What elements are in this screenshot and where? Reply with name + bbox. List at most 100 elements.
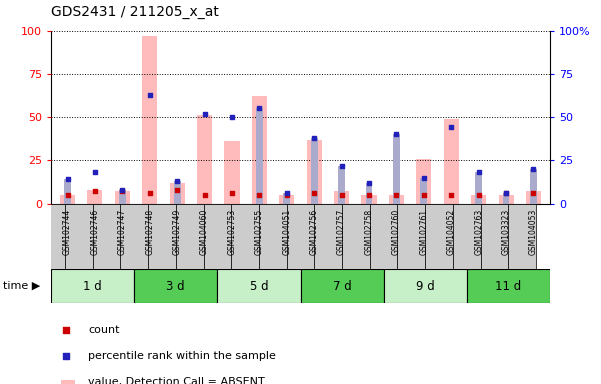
- Text: percentile rank within the sample: percentile rank within the sample: [88, 351, 276, 361]
- Bar: [342, 204, 370, 269]
- Point: [474, 169, 483, 175]
- Bar: [174, 181, 180, 204]
- Text: GSM102747: GSM102747: [118, 209, 127, 255]
- Bar: [307, 140, 322, 204]
- Point: [61, 327, 70, 333]
- Bar: [300, 269, 383, 303]
- Point: [282, 190, 291, 196]
- Text: GSM102756: GSM102756: [310, 209, 319, 255]
- Point: [227, 190, 237, 196]
- Bar: [444, 119, 459, 204]
- Point: [419, 174, 429, 181]
- Bar: [256, 109, 263, 204]
- Bar: [169, 183, 185, 204]
- Bar: [397, 204, 426, 269]
- Bar: [37, 204, 65, 269]
- Bar: [119, 190, 126, 204]
- Text: 11 d: 11 d: [495, 280, 522, 293]
- Text: 9 d: 9 d: [416, 280, 435, 293]
- Bar: [314, 204, 342, 269]
- Bar: [284, 193, 290, 204]
- Point: [310, 135, 319, 141]
- Bar: [338, 166, 345, 204]
- Bar: [120, 204, 148, 269]
- Text: GDS2431 / 211205_x_at: GDS2431 / 211205_x_at: [51, 5, 219, 19]
- Bar: [365, 183, 373, 204]
- Bar: [421, 177, 427, 204]
- Point: [61, 353, 70, 359]
- Bar: [334, 192, 349, 204]
- Bar: [393, 134, 400, 204]
- Point: [501, 190, 511, 196]
- Point: [145, 190, 154, 196]
- Point: [529, 166, 538, 172]
- Text: GSM102749: GSM102749: [172, 209, 182, 255]
- Point: [200, 192, 209, 198]
- Text: GSM102758: GSM102758: [365, 209, 373, 255]
- Text: GSM102760: GSM102760: [392, 209, 401, 255]
- Bar: [502, 193, 510, 204]
- Bar: [389, 195, 404, 204]
- Bar: [218, 269, 300, 303]
- Bar: [481, 204, 508, 269]
- Point: [501, 190, 511, 196]
- Text: GSM104060: GSM104060: [200, 209, 209, 255]
- Text: 3 d: 3 d: [166, 280, 185, 293]
- Text: GSM102753: GSM102753: [228, 209, 236, 255]
- Text: GSM102755: GSM102755: [255, 209, 264, 255]
- Bar: [51, 269, 134, 303]
- Bar: [87, 190, 103, 204]
- Bar: [279, 195, 294, 204]
- Point: [419, 192, 429, 198]
- Text: GSM104052: GSM104052: [447, 209, 456, 255]
- Point: [63, 176, 72, 182]
- Bar: [259, 204, 287, 269]
- Text: GSM102763: GSM102763: [474, 209, 483, 255]
- Bar: [471, 195, 486, 204]
- Bar: [383, 269, 467, 303]
- Point: [310, 190, 319, 196]
- Bar: [530, 169, 537, 204]
- Text: GSM102744: GSM102744: [63, 209, 72, 255]
- Point: [529, 190, 538, 196]
- Point: [172, 178, 182, 184]
- Bar: [426, 204, 453, 269]
- Bar: [311, 138, 317, 204]
- Text: GSM102761: GSM102761: [419, 209, 429, 255]
- Point: [337, 162, 346, 169]
- Bar: [252, 96, 267, 204]
- Bar: [93, 204, 120, 269]
- Bar: [508, 204, 536, 269]
- Text: time ▶: time ▶: [3, 281, 40, 291]
- Point: [200, 111, 209, 117]
- Point: [145, 91, 154, 98]
- Point: [447, 124, 456, 131]
- Text: 1 d: 1 d: [84, 280, 102, 293]
- Bar: [416, 159, 432, 204]
- Point: [90, 169, 100, 175]
- Bar: [453, 204, 481, 269]
- Text: value, Detection Call = ABSENT: value, Detection Call = ABSENT: [88, 377, 265, 384]
- Text: GSM104051: GSM104051: [282, 209, 291, 255]
- Point: [63, 192, 72, 198]
- Bar: [115, 192, 130, 204]
- Point: [364, 192, 374, 198]
- Point: [90, 189, 100, 195]
- Bar: [287, 204, 314, 269]
- Bar: [204, 204, 231, 269]
- Bar: [61, 380, 75, 384]
- Point: [172, 187, 182, 193]
- Bar: [467, 269, 550, 303]
- Point: [227, 114, 237, 120]
- Bar: [526, 192, 541, 204]
- Point: [255, 192, 264, 198]
- Point: [255, 106, 264, 112]
- Bar: [134, 269, 218, 303]
- Point: [337, 192, 346, 198]
- Bar: [361, 195, 377, 204]
- Point: [118, 187, 127, 193]
- Text: count: count: [88, 325, 120, 335]
- Text: 5 d: 5 d: [249, 280, 268, 293]
- Bar: [142, 36, 157, 204]
- Text: GSM104053: GSM104053: [529, 209, 538, 255]
